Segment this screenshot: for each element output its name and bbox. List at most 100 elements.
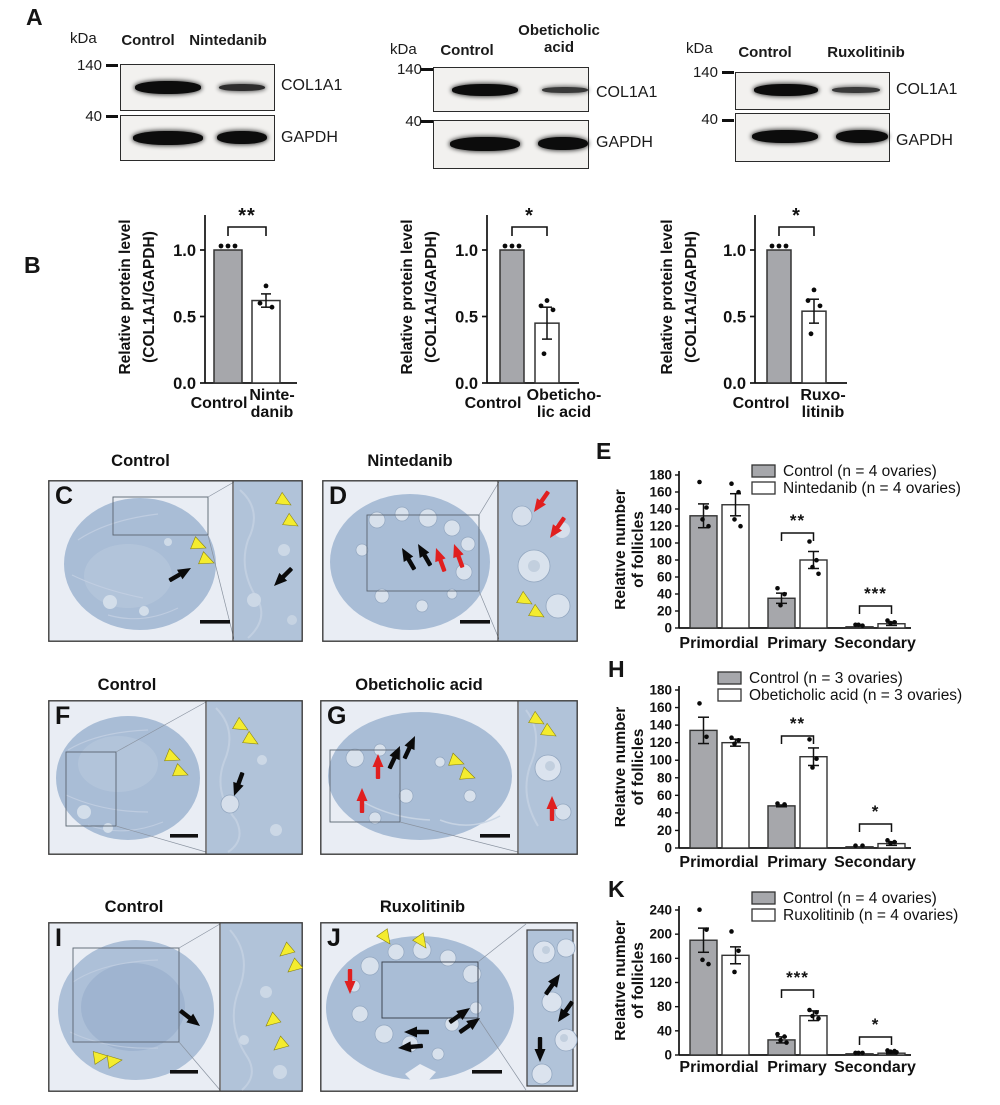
histology-title-j: Ruxolitinib xyxy=(379,898,466,916)
scale-bar xyxy=(480,834,510,838)
svg-text:160: 160 xyxy=(649,700,672,715)
category-label: Primary xyxy=(767,854,827,871)
svg-text:Relative protein level: Relative protein level xyxy=(660,219,676,374)
panel-label-k: K xyxy=(608,876,625,902)
svg-text:40: 40 xyxy=(657,587,672,602)
protein-label-col1a1: COL1A1 xyxy=(281,77,343,94)
svg-text:240: 240 xyxy=(649,903,672,918)
chart-canvas: Control (n = 4 ovaries)Nintedanib (n = 4… xyxy=(612,463,961,652)
lane-label-control: Control xyxy=(738,44,792,61)
band-control xyxy=(135,81,201,94)
svg-text:(COL1A1/GAPDH): (COL1A1/GAPDH) xyxy=(683,231,700,363)
blot-gapdh xyxy=(433,120,589,169)
panel-label-a: A xyxy=(26,4,43,30)
legend-label: Control (n = 3 ovaries) xyxy=(749,670,903,687)
svg-text:180: 180 xyxy=(649,468,672,483)
svg-text:20: 20 xyxy=(657,604,672,619)
histology-panel-f: F xyxy=(48,700,303,855)
svg-text:140: 140 xyxy=(649,502,672,517)
svg-text:Relative protein level: Relative protein level xyxy=(117,219,134,374)
blot-col1a1 xyxy=(735,72,890,110)
yellow-arrowhead xyxy=(164,748,181,762)
marker-40: 40 xyxy=(405,113,422,130)
red-arrow xyxy=(435,548,447,572)
lane-label-control: Control xyxy=(440,42,494,59)
red-arrow xyxy=(550,516,566,538)
band-treated xyxy=(832,87,880,93)
category-label: Primordial xyxy=(679,1059,758,1076)
svg-text:1.0: 1.0 xyxy=(455,242,478,260)
svg-text:Relative number: Relative number xyxy=(615,707,629,828)
marker-tick xyxy=(421,120,433,123)
yellow-arrowhead xyxy=(273,1035,290,1051)
bar xyxy=(689,729,718,849)
histology-title-g: Obeticholic acid xyxy=(355,676,483,694)
legend-swatch xyxy=(717,688,742,702)
significance-marker: * xyxy=(792,205,801,227)
bar xyxy=(799,1015,828,1056)
protein-chart-obeticholic: Relative protein level (COL1A1/GAPDH) 0.0 0… xyxy=(340,185,660,440)
panel-label-j: J xyxy=(327,924,341,952)
band-control xyxy=(752,130,818,143)
marker-tick xyxy=(722,119,734,122)
black-arrow xyxy=(387,746,400,770)
yellow-arrowhead xyxy=(190,536,207,550)
panel-label-g: G xyxy=(327,702,347,730)
marker-tick xyxy=(722,71,734,74)
yellow-arrowhead xyxy=(279,941,296,957)
marker-40: 40 xyxy=(85,108,102,125)
svg-text:60: 60 xyxy=(657,570,672,585)
follicle-chart-obeticholic: Control (n = 3 ovaries) Obeticholic acid … xyxy=(612,660,1000,875)
black-arrow xyxy=(233,772,245,796)
svg-text:20: 20 xyxy=(657,823,672,838)
protein-label-gapdh: GAPDH xyxy=(281,129,338,146)
panel-label-c: C xyxy=(55,482,74,510)
svg-text:Control: Control xyxy=(465,395,522,412)
svg-text:Obeticho-: Obeticho- xyxy=(527,387,602,404)
significance-marker: *** xyxy=(786,968,809,987)
svg-text:60: 60 xyxy=(657,788,672,803)
histology-panel-j: J xyxy=(320,922,578,1092)
bar xyxy=(799,756,828,849)
black-arrow xyxy=(402,736,415,760)
panel-label-f: F xyxy=(55,702,71,730)
svg-text:80: 80 xyxy=(657,999,672,1014)
band-treated xyxy=(538,137,588,150)
histology-image-c xyxy=(48,480,303,642)
protein-label-col1a1: COL1A1 xyxy=(896,81,958,98)
significance-marker: ** xyxy=(790,511,805,530)
follicle-chart-ruxolitinib: Control (n = 4 ovaries) Ruxolitinib (n = … xyxy=(612,880,1000,1080)
black-arrow xyxy=(558,1000,574,1022)
panel-label-h: H xyxy=(608,656,625,682)
svg-text:180: 180 xyxy=(649,683,672,698)
lane-label-nintedanib: Nintedanib xyxy=(189,32,267,49)
red-arrow xyxy=(372,754,384,779)
red-arrow xyxy=(356,788,368,813)
svg-text:litinib: litinib xyxy=(802,404,845,421)
svg-text:of follicles: of follicles xyxy=(630,511,647,588)
blot-col1a1 xyxy=(120,64,275,111)
protein-label-gapdh: GAPDH xyxy=(596,134,653,151)
protein-label-gapdh: GAPDH xyxy=(896,132,953,149)
svg-text:Relative number: Relative number xyxy=(615,920,629,1041)
histology-panel-g: G xyxy=(320,700,578,855)
marker-40: 40 xyxy=(701,111,718,128)
histology-image-d xyxy=(322,480,578,642)
bar xyxy=(799,559,828,629)
marker-140: 140 xyxy=(76,57,102,74)
legend-label: Obeticholic acid (n = 3 ovaries) xyxy=(749,687,962,704)
black-arrow xyxy=(458,1018,480,1034)
svg-text:Ninte-: Ninte- xyxy=(249,387,294,404)
marker-140: 140 xyxy=(396,61,422,78)
yellow-arrowhead xyxy=(172,763,189,777)
svg-text:40: 40 xyxy=(657,805,672,820)
bar xyxy=(721,504,750,629)
histology-panel-i: I xyxy=(48,922,304,1092)
panel-label-e: E xyxy=(596,438,612,464)
band-control xyxy=(133,131,203,145)
yellow-arrowhead xyxy=(459,766,476,780)
svg-text:(COL1A1/GAPDH): (COL1A1/GAPDH) xyxy=(141,231,158,363)
scale-bar xyxy=(170,834,198,838)
inset-image xyxy=(207,701,302,854)
